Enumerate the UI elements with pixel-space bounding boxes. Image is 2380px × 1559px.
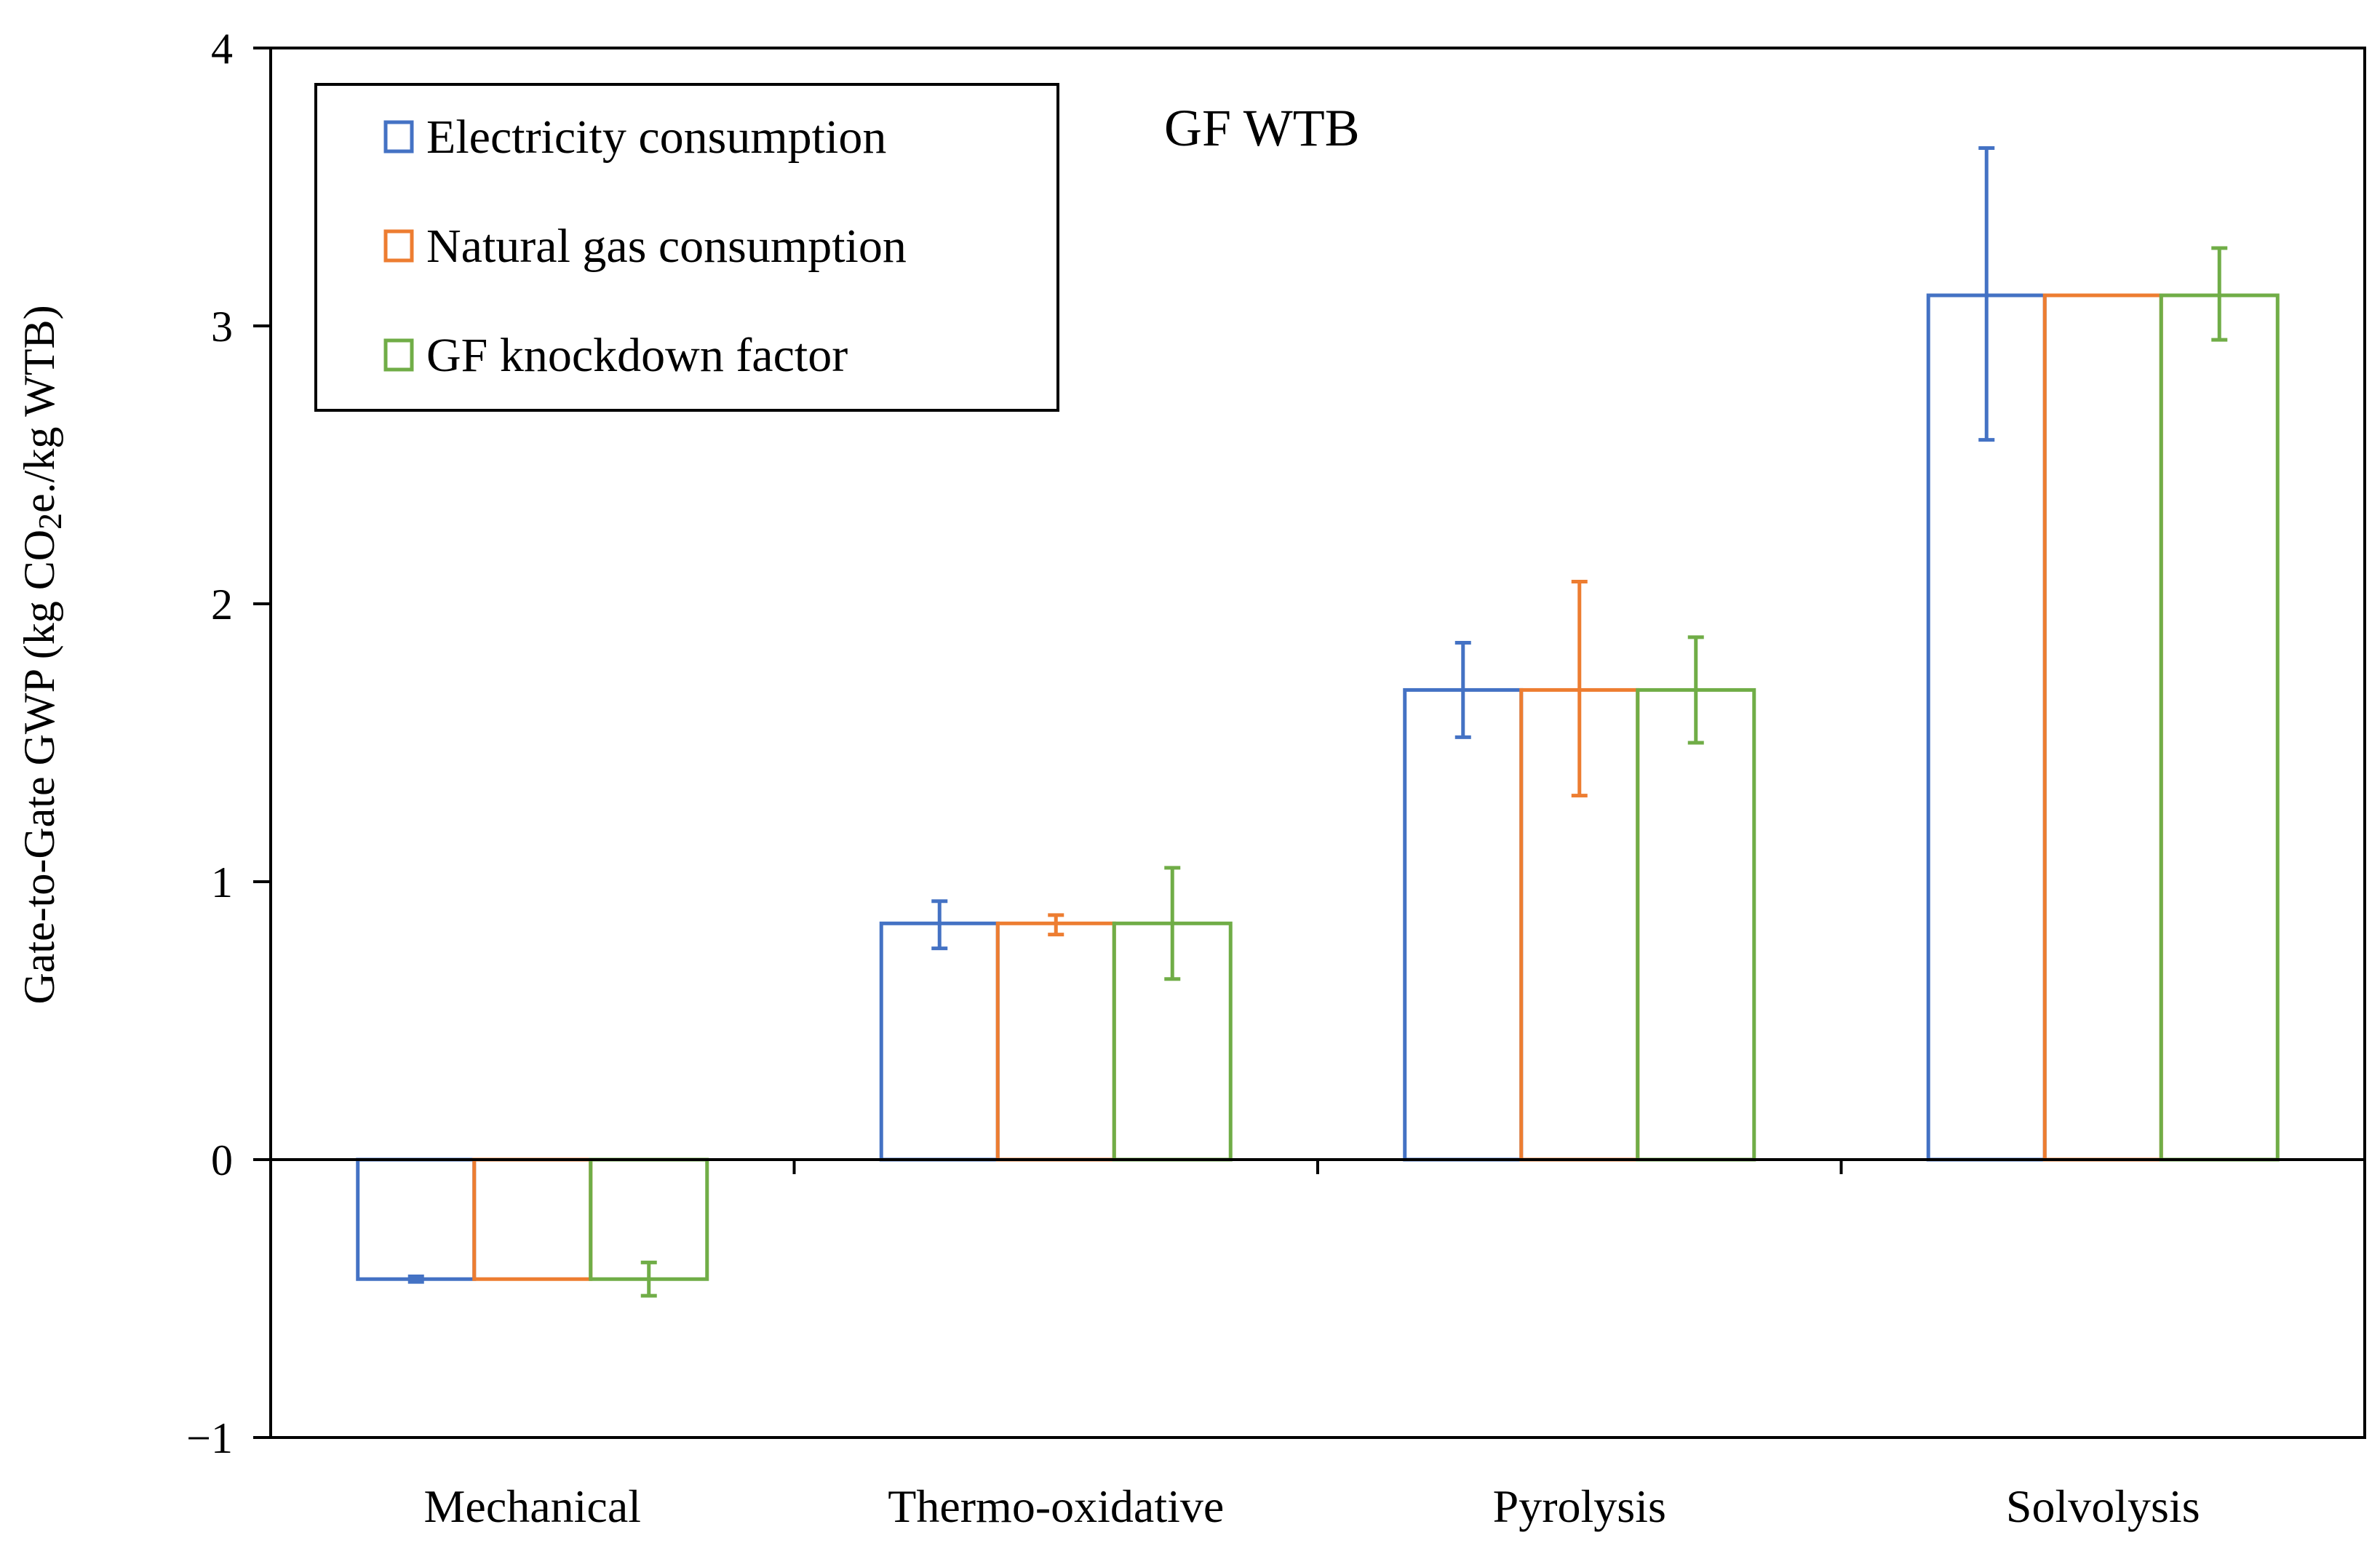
plot-frame (269, 47, 2366, 1439)
legend-box (314, 83, 1059, 412)
bar-2-3 (2159, 293, 2280, 1162)
x-category-label-0: Mechanical (424, 1480, 642, 1532)
bar-1-3 (2042, 293, 2163, 1162)
legend-swatch-2 (383, 338, 414, 372)
legend-label-1: Natural gas consumption (426, 220, 907, 273)
y-axis-label-subscript: 2 (31, 513, 68, 530)
y-tick-label-5: 4 (211, 25, 233, 73)
y-tick-label-2: 1 (211, 858, 233, 906)
y-tick-label-4: 3 (211, 303, 233, 351)
legend-swatch-0 (383, 120, 414, 153)
bar-0-2 (1403, 687, 1524, 1162)
bar-0-1 (879, 921, 1000, 1162)
y-tick-label-1: 0 (211, 1136, 233, 1184)
x-category-label-2: Pyrolysis (1493, 1480, 1666, 1532)
y-tick-label-3: 2 (211, 581, 233, 629)
bar-1-1 (995, 921, 1116, 1162)
legend-label-2: GF knockdown factor (426, 329, 848, 382)
bar-1-0 (472, 1157, 593, 1281)
y-tick-label-0: −1 (186, 1414, 233, 1462)
bar-2-2 (1636, 687, 1756, 1162)
y-axis-label-suffix: e./kg WTB) (15, 305, 63, 513)
x-category-label-1: Thermo-oxidative (888, 1480, 1224, 1532)
legend-label-0: Electricity consumption (426, 111, 886, 164)
bar-0-0 (356, 1157, 477, 1281)
legend-swatch-1 (383, 229, 414, 263)
y-axis-label-prefix: Gate-to-Gate GWP (kg CO (15, 530, 63, 1005)
chart-annotation: GF WTB (1164, 99, 1360, 157)
y-axis-label: Gate-to-Gate GWP (kg CO2e./kg WTB) (15, 305, 68, 1004)
x-category-label-3: Solvolysis (2006, 1480, 2200, 1532)
